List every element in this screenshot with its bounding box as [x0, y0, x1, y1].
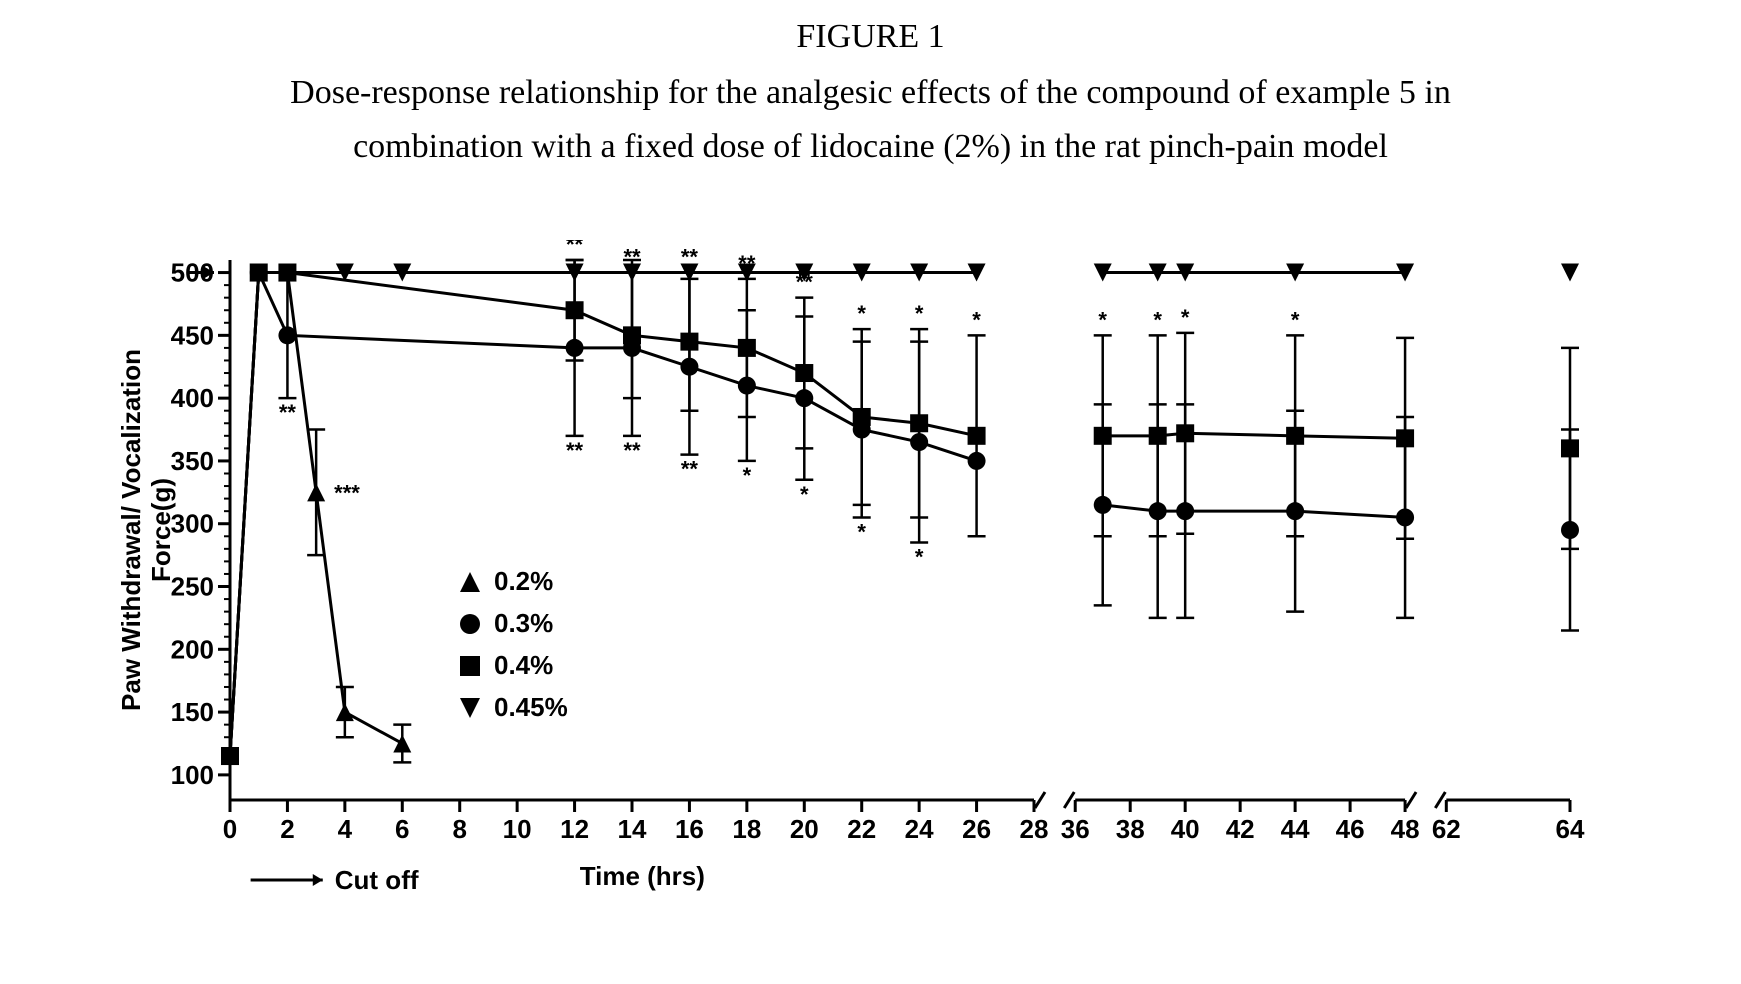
dose-response-chart: 1001502002503003504004505000246810121416…	[120, 240, 1620, 940]
svg-text:*: *	[800, 482, 809, 507]
svg-text:6: 6	[395, 814, 409, 844]
svg-text:42: 42	[1226, 814, 1255, 844]
svg-text:62: 62	[1432, 814, 1461, 844]
svg-text:40: 40	[1171, 814, 1200, 844]
svg-text:**: **	[566, 438, 584, 463]
svg-text:*: *	[915, 301, 924, 326]
caption-line-2: combination with a fixed dose of lidocai…	[353, 128, 1388, 165]
svg-text:38: 38	[1116, 814, 1145, 844]
svg-text:**: **	[566, 240, 584, 257]
svg-text:20: 20	[790, 814, 819, 844]
svg-text:10: 10	[503, 814, 532, 844]
svg-text:28: 28	[1020, 814, 1049, 844]
svg-text:*: *	[1181, 305, 1190, 330]
svg-text:2: 2	[280, 814, 294, 844]
svg-text:48: 48	[1391, 814, 1420, 844]
y-axis-label-line1: Paw Withdrawal/ Vocalization	[120, 349, 146, 711]
svg-text:150: 150	[171, 697, 214, 727]
legend-item-label: 0.4%	[494, 650, 553, 680]
svg-text:46: 46	[1336, 814, 1365, 844]
svg-text:**: **	[681, 457, 699, 482]
svg-text:***: ***	[334, 480, 360, 505]
svg-text:*: *	[857, 301, 866, 326]
chart-container: 1001502002503003504004505000246810121416…	[120, 240, 1620, 940]
svg-text:24: 24	[905, 814, 934, 844]
svg-text:400: 400	[171, 383, 214, 413]
svg-text:**: **	[623, 438, 641, 463]
caption-line-1: Dose-response relationship for the analg…	[290, 74, 1451, 111]
svg-text:22: 22	[847, 814, 876, 844]
svg-text:*: *	[743, 463, 752, 488]
legend-item-label: 0.45%	[494, 692, 568, 722]
figure-label: FIGURE 1	[0, 0, 1741, 56]
x-axis-label: Time (hrs)	[580, 861, 705, 891]
svg-text:450: 450	[171, 320, 214, 350]
cutoff-label: Cut off	[335, 865, 419, 895]
page: FIGURE 1 Dose-response relationship for …	[0, 0, 1741, 984]
svg-text:350: 350	[171, 446, 214, 476]
svg-text:12: 12	[560, 814, 589, 844]
svg-text:*: *	[857, 519, 866, 544]
svg-text:**: **	[279, 400, 297, 425]
y-axis-label-line2: Force(g)	[146, 478, 176, 582]
svg-text:200: 200	[171, 634, 214, 664]
svg-text:*: *	[1153, 307, 1162, 332]
svg-text:64: 64	[1556, 814, 1585, 844]
figure-caption: Dose-response relationship for the analg…	[0, 56, 1741, 175]
svg-text:*: *	[915, 545, 924, 570]
svg-text:*: *	[1291, 307, 1300, 332]
svg-text:36: 36	[1061, 814, 1090, 844]
legend-item-label: 0.3%	[494, 608, 553, 638]
svg-text:*: *	[1098, 307, 1107, 332]
svg-text:4: 4	[338, 814, 353, 844]
svg-text:18: 18	[732, 814, 761, 844]
legend-item-label: 0.2%	[494, 566, 553, 596]
svg-text:16: 16	[675, 814, 704, 844]
svg-text:26: 26	[962, 814, 991, 844]
svg-text:8: 8	[452, 814, 466, 844]
svg-text:14: 14	[618, 814, 647, 844]
svg-text:100: 100	[171, 760, 214, 790]
svg-text:44: 44	[1281, 814, 1310, 844]
svg-text:*: *	[972, 307, 981, 332]
svg-text:0: 0	[223, 814, 237, 844]
svg-text:300: 300	[171, 509, 214, 539]
svg-text:250: 250	[171, 572, 214, 602]
